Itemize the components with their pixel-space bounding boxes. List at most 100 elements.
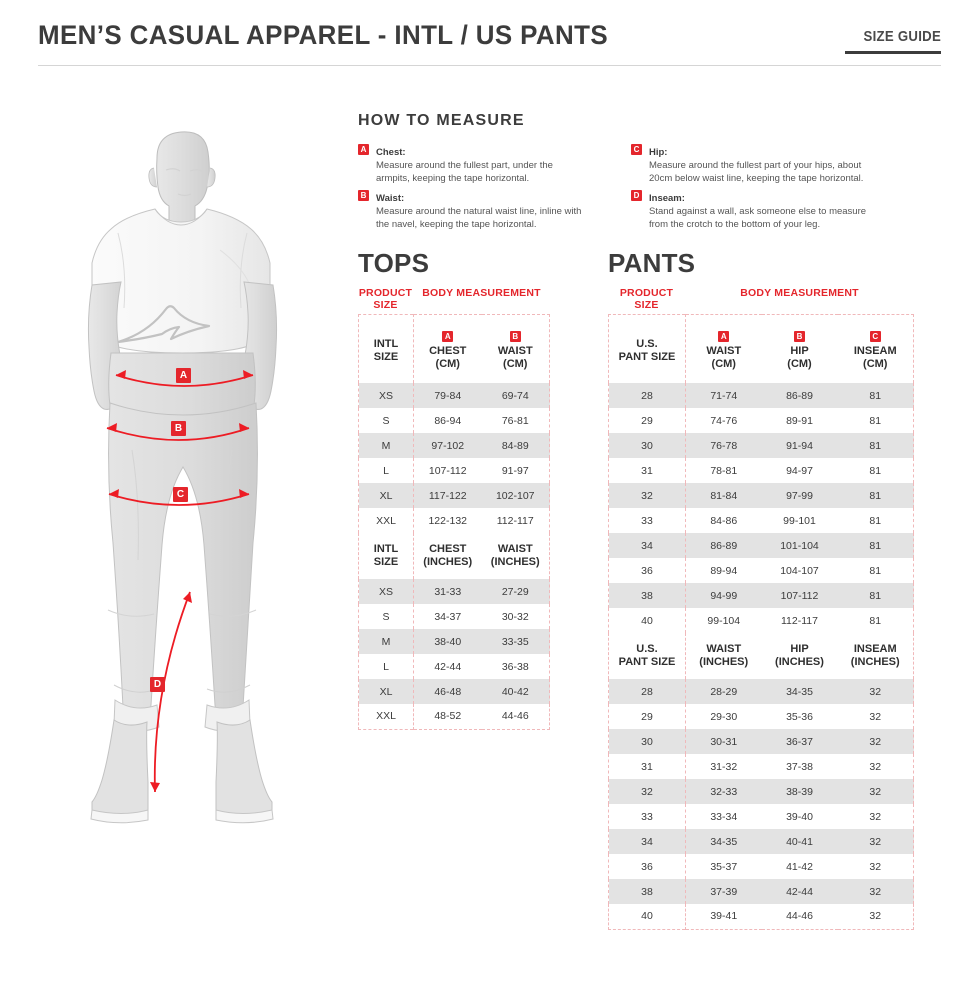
badge-a-icon: A	[442, 331, 454, 342]
how-to-measure-column-left: A Chest: Measure around the fullest part…	[358, 142, 583, 234]
table-row: 29 29-30 35-36 32	[608, 704, 914, 729]
measure-item-waist: B Waist: Measure around the natural wais…	[358, 188, 583, 231]
shoe-right	[215, 719, 273, 820]
mannequin-illustration	[87, 131, 278, 824]
measure-term-hip: Hip:	[649, 147, 668, 158]
badge-a-icon: A	[358, 144, 369, 155]
shoe-left	[91, 719, 149, 820]
pants-cm-col-waist: A WAIST (CM)	[685, 314, 762, 383]
table-row: 36 89-94 104-107 81	[608, 558, 914, 583]
measure-term-chest: Chest:	[376, 147, 406, 158]
pants-in-col-inseam: INSEAM (INCHES)	[837, 633, 914, 679]
ear-left	[148, 167, 158, 188]
measure-term-waist: Waist:	[376, 193, 405, 204]
page-header: MEN’S CASUAL APPAREL - INTL / US PANTS S…	[0, 0, 979, 72]
tops-in-col-intl: INTL SIZE	[358, 533, 414, 579]
badge-c-icon: C	[631, 144, 642, 155]
tops-super-product-size: PRODUCT SIZE	[358, 287, 413, 311]
table-row: 32 32-33 38-39 32	[608, 779, 914, 804]
badge-a-icon: A	[718, 331, 730, 342]
table-row: 34 34-35 40-41 32	[608, 829, 914, 854]
tops-heading: TOPS	[358, 248, 430, 278]
table-row: 28 28-29 34-35 32	[608, 679, 914, 704]
figure-marker-b: B	[171, 421, 186, 436]
table-row: 36 35-37 41-42 32	[608, 854, 914, 879]
how-to-measure-section: HOW TO MEASURE A Chest: Measure around t…	[358, 112, 942, 234]
mouth-line	[177, 193, 192, 197]
arrow-heads	[107, 370, 253, 792]
waist-arrow-b	[106, 427, 250, 441]
table-row: XXL 48-52 44-46	[358, 704, 550, 729]
size-guide-underline	[845, 51, 941, 54]
table-row: 30 30-31 36-37 32	[608, 729, 914, 754]
pants-table-section: PANTS PRODUCT SIZE BODY MEASUREMENT U.S.…	[608, 248, 914, 930]
collar-line	[154, 208, 208, 226]
table-row: XL 46-48 40-42	[358, 679, 550, 704]
measurement-arrows	[106, 374, 254, 793]
measure-item-chest: A Chest: Measure around the fullest part…	[358, 142, 583, 185]
figure-marker-a: A	[176, 368, 191, 383]
pants-heading: PANTS	[608, 248, 696, 278]
tops-size-table: INTL SIZE A CHEST (CM) B WAIST (CM) XS 79-84…	[358, 314, 550, 730]
figure-marker-c: C	[173, 487, 188, 502]
tops-inches-header-row: INTL SIZE CHEST (INCHES) WAIST (INCHES)	[358, 533, 550, 579]
badge-b-icon: B	[794, 331, 805, 342]
sole-left	[90, 809, 149, 824]
pants-cm-col-size: U.S. PANT SIZE	[608, 314, 686, 383]
badge-b-icon: B	[358, 190, 369, 201]
hip-arrow-c	[108, 493, 250, 506]
measure-item-hip: C Hip: Measure around the fullest part o…	[631, 142, 881, 185]
tops-in-col-chest: CHEST (INCHES)	[413, 533, 482, 579]
table-row: 33 84-86 99-101 81	[608, 508, 914, 533]
table-row: L 107-112 91-97	[358, 458, 550, 483]
measure-desc-hip: Measure around the fullest part of your …	[649, 160, 864, 184]
table-row: S 34-37 30-32	[358, 604, 550, 629]
pants-inches-header-row: U.S. PANT SIZE WAIST (INCHES) HIP (INCHES) …	[608, 633, 914, 679]
measure-desc-chest: Measure around the fullest part, under t…	[376, 160, 553, 184]
pants-cm-header-row: U.S. PANT SIZE A WAIST (CM) B HIP (CM) C IN…	[608, 314, 914, 383]
table-row: L 42-44 36-38	[358, 654, 550, 679]
badge-c-icon: C	[869, 331, 881, 342]
measure-desc-inseam: Stand against a wall, ask someone else t…	[649, 206, 867, 230]
table-row: 33 33-34 39-40 32	[608, 804, 914, 829]
knee-crease	[107, 609, 257, 617]
table-row: XL 117-122 102-107	[358, 483, 550, 508]
pants-in-col-waist: WAIST (INCHES)	[685, 633, 762, 679]
table-row: 32 81-84 97-99 81	[608, 483, 914, 508]
size-guide-label: SIZE GUIDE	[863, 28, 941, 45]
table-row: 30 76-78 91-94 81	[608, 433, 914, 458]
tops-cm-col-chest: A CHEST (CM)	[413, 314, 482, 383]
table-row: 29 74-76 89-91 81	[608, 408, 914, 433]
ear-right	[206, 167, 216, 188]
pants-in-col-hip: HIP (INCHES)	[761, 633, 838, 679]
table-row: M 38-40 33-35	[358, 629, 550, 654]
table-row: 28 71-74 86-89 81	[608, 383, 914, 408]
pants-super-body-measurement: BODY MEASUREMENT	[740, 287, 859, 299]
tops-cm-col-intl: INTL SIZE	[358, 314, 414, 383]
table-row: S 86-94 76-81	[358, 408, 550, 433]
table-row: 40 99-104 112-117 81	[608, 608, 914, 633]
tops-cm-header-row: INTL SIZE A CHEST (CM) B WAIST (CM)	[358, 314, 550, 383]
figure-marker-d: D	[150, 677, 165, 692]
sole-right	[215, 809, 274, 824]
mannequin-figure: A B C D	[60, 120, 350, 880]
how-to-measure-column-right: C Hip: Measure around the fullest part o…	[631, 142, 881, 234]
table-row: 38 94-99 107-112 81	[608, 583, 914, 608]
badge-d-icon: D	[631, 190, 642, 201]
tops-table-section: TOPS PRODUCT SIZE BODY MEASUREMENT INTL S…	[358, 248, 550, 730]
badge-b-icon: B	[509, 331, 521, 342]
page-title: MEN’S CASUAL APPAREL - INTL / US PANTS	[38, 20, 608, 50]
tops-cm-col-waist: B WAIST (CM)	[481, 314, 550, 383]
tops-in-col-waist: WAIST (INCHES)	[481, 533, 550, 579]
header-divider	[38, 65, 941, 66]
pants-legs	[108, 402, 258, 721]
tops-super-body-measurement: BODY MEASUREMENT	[422, 287, 541, 299]
measure-desc-waist: Measure around the natural waist line, i…	[376, 206, 582, 230]
table-row: 31 78-81 94-97 81	[608, 458, 914, 483]
inseam-arrow-d	[153, 591, 191, 793]
pants-super-product-size: PRODUCT SIZE	[619, 287, 674, 311]
tshirt-shape	[91, 208, 271, 354]
pants-waist	[108, 352, 256, 418]
size-guide-tag: SIZE GUIDE	[845, 28, 941, 54]
